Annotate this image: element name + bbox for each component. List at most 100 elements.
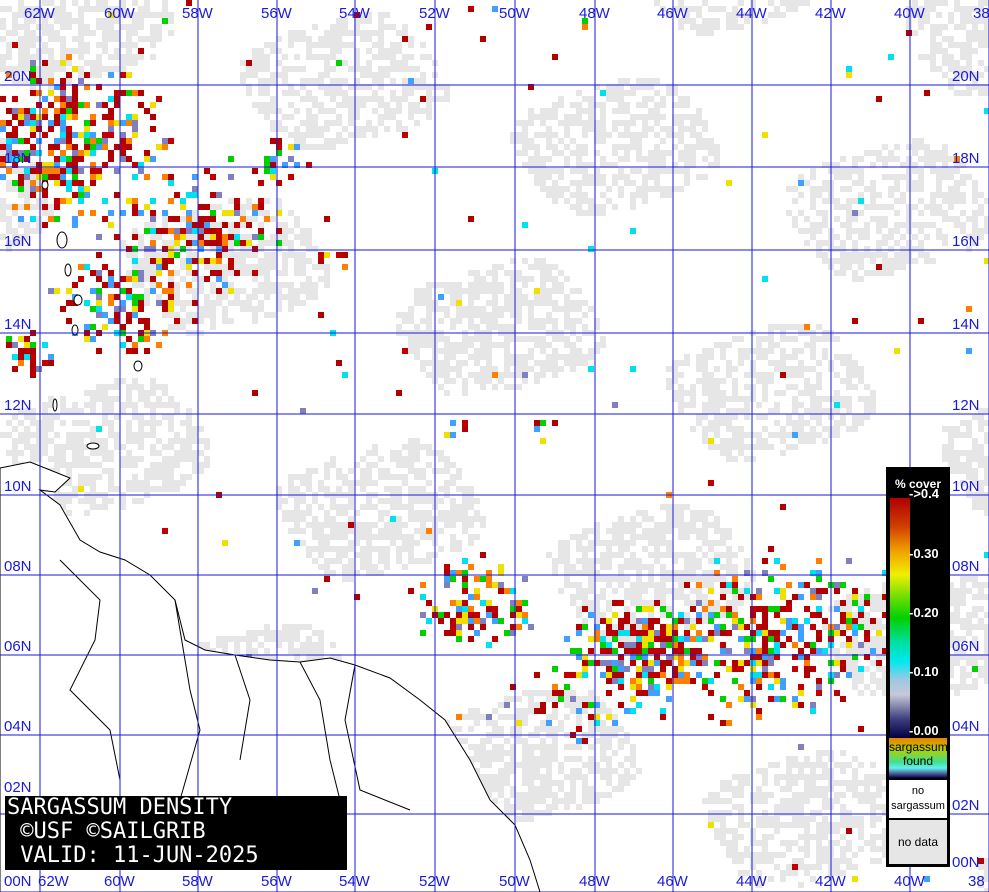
map-cell	[366, 18, 372, 24]
map-cell	[378, 114, 384, 120]
map-cell	[30, 30, 36, 36]
map-cell	[354, 126, 360, 132]
map-cell	[702, 120, 708, 126]
map-cell	[396, 66, 402, 72]
map-cell	[90, 60, 96, 66]
map-cell	[114, 66, 120, 72]
map-cell	[636, 78, 642, 84]
map-cell	[24, 48, 30, 54]
map-cell	[66, 18, 72, 24]
map-cell	[342, 126, 348, 132]
map-cell	[948, 54, 954, 60]
map-cell	[66, 54, 72, 60]
map-cell	[660, 102, 666, 108]
map-cell	[606, 90, 612, 96]
map-cell	[168, 18, 174, 24]
map-cell	[150, 12, 156, 18]
map-cell	[126, 12, 132, 18]
map-cell	[324, 42, 330, 48]
map-cell	[66, 12, 72, 18]
map-cell	[930, 24, 936, 30]
map-cell	[126, 42, 132, 48]
map-cell	[126, 24, 132, 30]
map-cell	[114, 54, 120, 60]
map-cell	[966, 36, 972, 42]
map-cell	[438, 96, 444, 102]
map-cell	[360, 66, 366, 72]
map-cell	[378, 72, 384, 78]
map-cell	[612, 90, 618, 96]
map-cell	[336, 90, 342, 96]
map-cell	[0, 36, 6, 42]
map-cell	[132, 114, 138, 120]
map-cell	[276, 108, 282, 114]
map-cell	[588, 114, 594, 120]
map-cell	[420, 42, 426, 48]
map-cell	[570, 120, 576, 126]
map-cell	[150, 102, 156, 108]
map-cell	[924, 54, 930, 60]
map-cell	[342, 78, 348, 84]
map-cell	[660, 96, 666, 102]
map-cell	[378, 54, 384, 60]
map-cell	[36, 114, 42, 120]
map-cell	[360, 36, 366, 42]
map-cell	[60, 54, 66, 60]
map-cell	[546, 108, 552, 114]
map-cell	[264, 78, 270, 84]
map-cell	[60, 96, 66, 102]
map-cell	[642, 96, 648, 102]
map-cell	[960, 66, 966, 72]
map-cell	[972, 6, 978, 12]
map-cell	[396, 30, 402, 36]
map-cell	[78, 6, 84, 12]
map-cell	[948, 60, 954, 66]
map-cell	[390, 78, 396, 84]
map-cell	[300, 66, 306, 72]
map-cell	[264, 108, 270, 114]
map-cell	[48, 30, 54, 36]
map-cell	[942, 60, 948, 66]
map-cell	[378, 84, 384, 90]
map-cell	[84, 24, 90, 30]
map-cell	[768, 0, 774, 6]
map-cell	[390, 42, 396, 48]
map-cell	[270, 126, 276, 132]
map-cell	[966, 48, 972, 54]
map-cell	[120, 24, 126, 30]
map-cell	[288, 90, 294, 96]
map-cell	[108, 6, 114, 12]
map-cell	[366, 60, 372, 66]
map-cell	[540, 114, 546, 120]
map-cell	[396, 102, 402, 108]
map-cell	[402, 36, 408, 42]
map-cell	[288, 66, 294, 72]
map-cell	[132, 24, 138, 30]
map-cell	[90, 72, 96, 78]
map-cell	[912, 30, 918, 36]
map-cell	[930, 42, 936, 48]
map-cell	[678, 18, 684, 24]
map-cell	[600, 120, 606, 126]
map-cell	[48, 78, 54, 84]
map-cell	[348, 66, 354, 72]
map-cell	[684, 114, 690, 120]
map-cell	[168, 12, 174, 18]
map-cell	[480, 36, 486, 42]
map-cell	[126, 90, 132, 96]
map-cell	[258, 66, 264, 72]
map-cell	[96, 42, 102, 48]
map-cell	[42, 48, 48, 54]
map-cell	[888, 54, 894, 60]
map-cell	[348, 96, 354, 102]
map-cell	[330, 42, 336, 48]
map-cell	[306, 48, 312, 54]
map-cell	[108, 72, 114, 78]
map-cell	[972, 84, 978, 90]
map-cell	[558, 96, 564, 102]
map-cell	[426, 108, 432, 114]
map-cell	[774, 6, 780, 12]
map-cell	[558, 102, 564, 108]
map-cell	[36, 36, 42, 42]
